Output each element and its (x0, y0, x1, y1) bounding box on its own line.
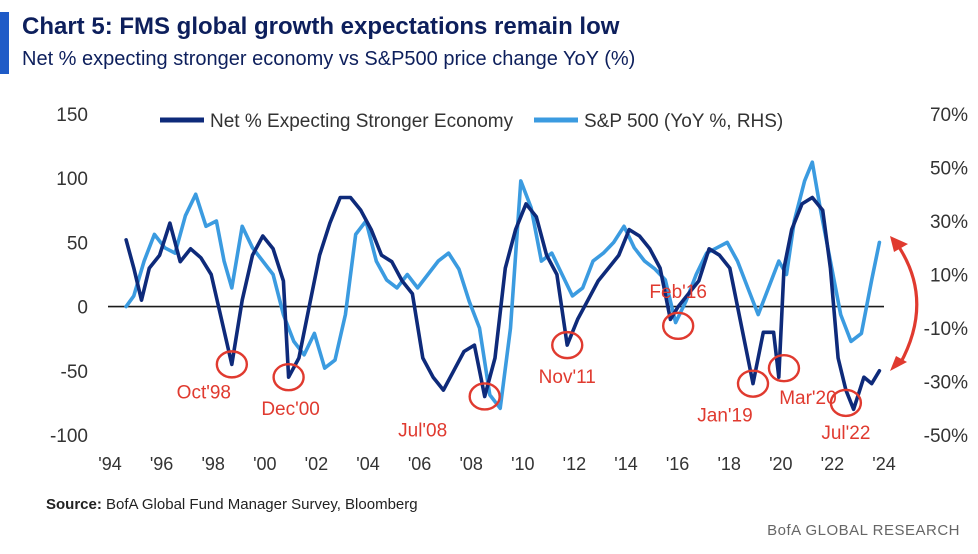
annotation-circle (215, 350, 249, 379)
x-tick-label: '12 (563, 454, 586, 474)
divergence-arrow (895, 243, 919, 365)
legend-label-net-economy: Net % Expecting Stronger Economy (210, 111, 514, 132)
y-right-tick-label: -30% (924, 373, 968, 394)
annotation-label: Oct'98 (177, 382, 231, 403)
series-line-sp500 (124, 160, 882, 411)
annotation-circle (767, 354, 801, 383)
annotation-label: Nov'11 (539, 367, 596, 388)
x-tick-label: '06 (408, 454, 431, 474)
y-left-tick-label: 50 (67, 233, 88, 254)
x-tick-label: '10 (511, 454, 534, 474)
y-left-tick-label: -50 (61, 362, 88, 383)
x-tick-label: '94 (98, 454, 121, 474)
source-note: Source: BofA Global Fund Manager Survey,… (46, 496, 418, 513)
x-tick-label: '00 (253, 454, 276, 474)
y-left-tick-label: 150 (56, 105, 88, 126)
y-right-tick-label: 10% (930, 266, 968, 287)
y-right-tick-label: -50% (924, 426, 968, 447)
annotation-circle (661, 311, 695, 341)
x-tick-label: '20 (769, 454, 792, 474)
y-left-tick-label: 100 (56, 169, 88, 190)
x-tick-label: '14 (614, 454, 637, 474)
annotation-circle (829, 388, 863, 418)
y-left-tick-label: 0 (77, 298, 88, 319)
source-label: Source: (46, 496, 102, 513)
annotation-label: Feb'16 (649, 282, 707, 303)
chart-subtitle: Net % expecting stronger economy vs S&P5… (22, 48, 636, 70)
y-left-tick-label: -100 (50, 426, 88, 447)
x-tick-label: '08 (459, 454, 482, 474)
chart-title: Chart 5: FMS global growth expectations … (22, 13, 620, 40)
x-tick-label: '02 (305, 454, 328, 474)
brand-logo-text: BofA GLOBAL RESEARCH (767, 522, 960, 539)
legend-label-sp500: S&P 500 (YoY %, RHS) (584, 111, 783, 132)
annotation-label: Jul'08 (398, 420, 447, 441)
x-tick-label: '22 (821, 454, 844, 474)
y-right-tick-label: -10% (924, 319, 968, 340)
x-tick-label: '96 (150, 454, 173, 474)
source-text: BofA Global Fund Manager Survey, Bloombe… (106, 496, 418, 513)
annotation-label: Dec'00 (261, 399, 320, 420)
annotation-circle (736, 369, 770, 398)
accent-bar (0, 12, 9, 74)
y-right-tick-label: 70% (930, 105, 968, 126)
x-tick-label: '16 (666, 454, 689, 474)
annotation-circle (551, 330, 584, 360)
divergence-arrow-head-bottom (890, 356, 907, 371)
series-line-net-economy (124, 195, 882, 412)
y-right-tick-label: 30% (930, 212, 968, 233)
divergence-arrow-head-top (890, 236, 908, 252)
x-tick-label: '04 (356, 454, 379, 474)
x-tick-label: '98 (201, 454, 224, 474)
x-tick-label: '18 (717, 454, 740, 474)
x-tick-label: '24 (872, 454, 895, 474)
annotation-label: Jul'22 (821, 423, 870, 444)
annotation-circle (468, 382, 501, 411)
annotation-circle (272, 363, 305, 392)
y-right-tick-label: 50% (930, 159, 968, 180)
annotation-label: Jan'19 (697, 406, 752, 427)
annotation-label: Mar'20 (779, 388, 836, 409)
